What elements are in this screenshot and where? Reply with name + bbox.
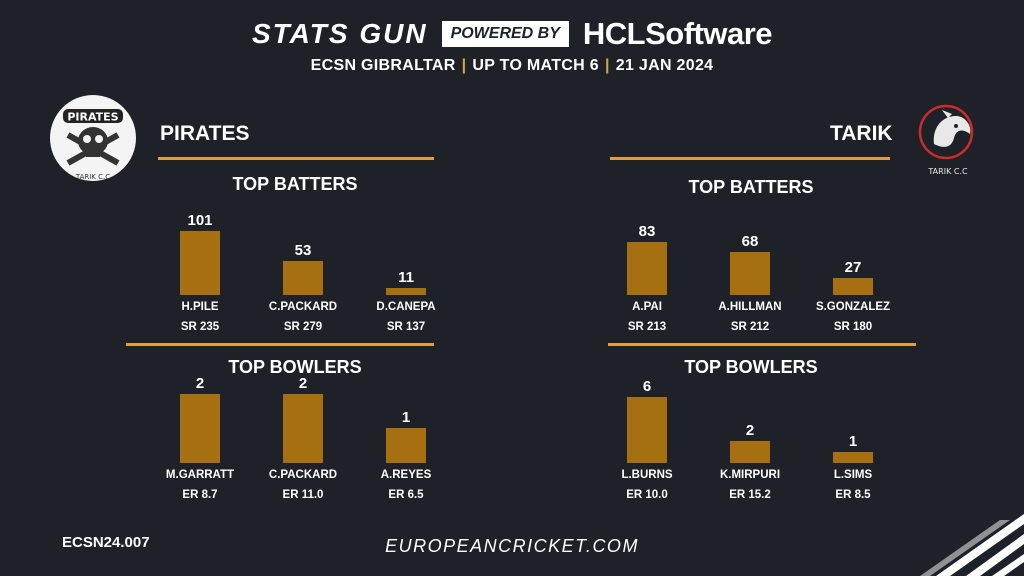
batter-strike-rate: SR 279 xyxy=(283,321,323,333)
pirates-mid-rule xyxy=(126,343,434,346)
pirates-title-rule xyxy=(158,157,434,160)
batter-name: C.PACKARD xyxy=(268,301,338,313)
tarik-mid-rule xyxy=(608,343,916,346)
tarik-top-batters-title: TOP BATTERS xyxy=(688,177,814,197)
tarik-logo: TARIK C.C xyxy=(912,98,992,178)
batter-bar xyxy=(283,261,323,295)
batter-name: S.GONZALEZ xyxy=(815,301,891,313)
batter-name: A.HILLMAN xyxy=(718,301,782,313)
tarik-logo-caption: TARIK C.C xyxy=(927,167,968,176)
bowler-name: L.SIMS xyxy=(833,469,873,481)
sponsor-logo: HCLSoftware xyxy=(582,16,773,51)
batter-runs-label: 53 xyxy=(294,242,312,259)
batter-strike-rate: SR 180 xyxy=(833,321,873,333)
tarik-batters-chart: 83 A.PAI SR 213 68 A.HILLMAN SR 212 27 S.GONZAL… xyxy=(597,210,897,340)
bowler-economy: ER 10.0 xyxy=(626,489,668,501)
bowler-wickets-label: 2 xyxy=(298,375,308,392)
batter-strike-rate: SR 212 xyxy=(730,321,770,333)
subtitle-league: ECSN GIBRALTAR xyxy=(310,57,456,74)
batter-runs-label: 68 xyxy=(741,233,759,250)
tarik-title-rule xyxy=(610,157,890,160)
bowler-wickets-label: 2 xyxy=(195,375,205,392)
decorative-stripes xyxy=(920,514,1024,576)
batter-bar xyxy=(180,231,220,295)
batter-name: D.CANEPA xyxy=(376,301,436,313)
bowler-bar xyxy=(283,394,323,463)
bowler-economy: ER 8.7 xyxy=(182,489,218,501)
graphic-code: ECSN24.007 xyxy=(62,534,150,551)
batter-strike-rate: SR 137 xyxy=(386,321,426,333)
pirates-logo-text: PIRATES xyxy=(67,111,118,124)
team-name-tarik: TARIK xyxy=(830,122,893,145)
tarik-bowlers-chart: 6 L.BURNS ER 10.0 2 K.MIRPURI ER 15.2 1 L.SIMS E… xyxy=(597,372,897,512)
bowler-economy: ER 15.2 xyxy=(729,489,771,501)
batter-bar xyxy=(627,242,667,295)
batter-runs-label: 83 xyxy=(638,223,656,240)
bowler-name: L.BURNS xyxy=(621,469,673,481)
brand-title: STATS GUN xyxy=(251,18,428,49)
batter-strike-rate: SR 235 xyxy=(180,321,220,333)
powered-by-badge: POWERED BY xyxy=(441,21,569,47)
batter-runs-label: 11 xyxy=(398,269,414,286)
bowler-wickets-label: 1 xyxy=(401,409,411,426)
match-subtitle: ECSN GIBRALTAR | UP TO MATCH 6 | 21 JAN 2024 xyxy=(310,57,714,74)
batter-name: H.PILE xyxy=(181,301,219,313)
batter-bar xyxy=(730,252,770,295)
subtitle-date: 21 JAN 2024 xyxy=(615,57,714,74)
team-name-pirates: PIRATES xyxy=(160,122,250,145)
tarik-top-bowlers-title: TOP BOWLERS xyxy=(684,357,818,377)
pirates-top-bowlers-title: TOP BOWLERS xyxy=(228,357,362,377)
website-link[interactable]: EUROPEANCRICKET.COM xyxy=(385,536,639,556)
pirates-top-batters-title: TOP BATTERS xyxy=(232,174,358,194)
pirates-logo: PIRATES TARIK C.C xyxy=(50,95,136,181)
batter-runs-label: 27 xyxy=(844,259,862,276)
batter-name: A.PAI xyxy=(632,301,662,313)
header-brand: STATS GUN POWERED BY HCLSoftware xyxy=(0,14,1024,54)
pirates-batters-chart: 101 H.PILE SR 235 53 C.PACKARD SR 279 11 D.CANE… xyxy=(150,210,450,340)
batter-bar xyxy=(386,288,426,295)
bowler-wickets-label: 1 xyxy=(848,433,858,450)
bowler-economy: ER 6.5 xyxy=(388,489,424,501)
batter-runs-label: 101 xyxy=(187,212,213,229)
bowler-wickets-label: 6 xyxy=(642,378,652,395)
bowler-name: K.MIRPURI xyxy=(719,469,781,481)
bowler-name: C.PACKARD xyxy=(268,469,338,481)
bowler-bar xyxy=(730,441,770,463)
bowler-economy: ER 8.5 xyxy=(835,489,871,501)
bowler-wickets-label: 2 xyxy=(745,422,755,439)
bowler-bar xyxy=(386,428,426,463)
batter-bar xyxy=(833,278,873,295)
pirates-logo-caption: TARIK C.C xyxy=(75,173,110,181)
pirates-bowlers-chart: 2 M.GARRATT ER 8.7 2 C.PACKARD ER 11.0 1 A.REYE… xyxy=(150,372,450,512)
bowler-name: M.GARRATT xyxy=(165,469,235,481)
bowler-bar xyxy=(833,452,873,463)
batter-strike-rate: SR 213 xyxy=(627,321,667,333)
subtitle-match: UP TO MATCH 6 xyxy=(472,57,599,74)
bowler-bar xyxy=(627,397,667,463)
bowler-name: A.REYES xyxy=(380,469,432,481)
bowler-economy: ER 11.0 xyxy=(282,489,324,501)
bowler-bar xyxy=(180,394,220,463)
